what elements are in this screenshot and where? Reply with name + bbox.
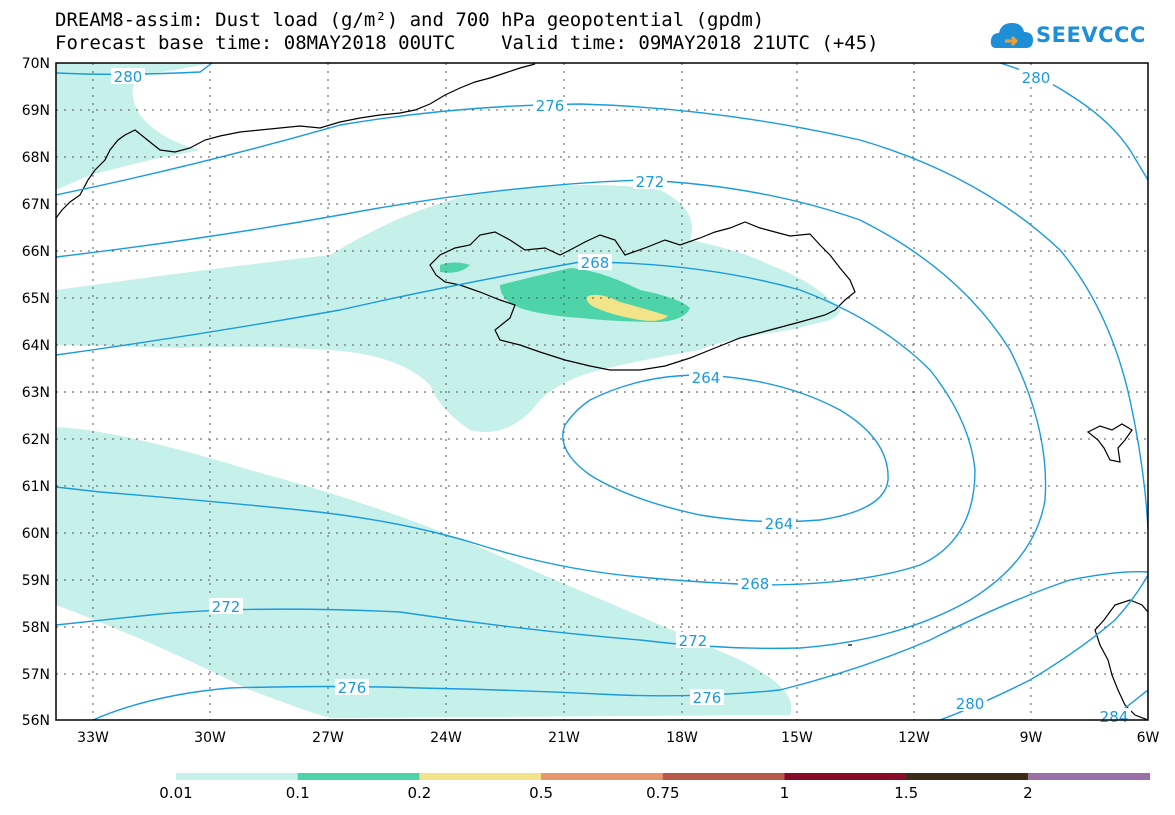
contour-labels: 280 276 272 268 264 264 268 272 272 276 276 280 280 2…: [111, 68, 1131, 726]
contour-label: 272: [636, 173, 665, 191]
contour-label-bg: [738, 575, 772, 591]
legend-swatch: [419, 773, 542, 780]
contour-label-bg: [578, 254, 612, 270]
legend-swatch: [1027, 773, 1151, 780]
contour-label: 276: [536, 97, 565, 115]
lat-label: 59N: [22, 573, 50, 589]
contour-label-bg: [335, 679, 369, 695]
coastline-faroe: [1086, 423, 1133, 463]
contour-label: 276: [693, 689, 722, 707]
legend-label: 0.1: [286, 784, 310, 802]
lon-label: 30W: [194, 730, 226, 746]
contour-label: 284: [1100, 708, 1129, 726]
lat-label: 67N: [22, 197, 50, 213]
legend-swatch: [176, 773, 299, 780]
coastline-scotland: [1094, 599, 1148, 720]
dust-area-0.1: [440, 262, 470, 273]
contour-label: 272: [679, 632, 708, 650]
geopotential-contours: [56, 63, 1148, 720]
contour-276-south: [92, 571, 1148, 720]
coastline-greenland: [56, 63, 536, 219]
dust-area: [56, 185, 840, 432]
lat-label: 64N: [22, 338, 50, 354]
lat-label: 63N: [22, 385, 50, 401]
lon-label: 9W: [1020, 730, 1043, 746]
legend-label: 0.75: [646, 784, 679, 802]
lat-label: 62N: [22, 432, 50, 448]
dust-area: [56, 427, 792, 720]
lat-label: 60N: [22, 526, 50, 542]
contour-label-bg: [533, 97, 567, 113]
contour-label-bg: [953, 695, 987, 711]
contour-label-bg: [633, 173, 667, 189]
cloud-icon: [990, 23, 1033, 48]
graticule: [56, 63, 1148, 720]
contour-label: 264: [765, 515, 794, 533]
lon-label: 21W: [548, 730, 580, 746]
longitude-labels: 33W 30W 27W 24W 21W 18W 15W 12W 9W 6W: [77, 730, 1159, 746]
legend-swatch: [541, 773, 664, 780]
lat-label: 68N: [22, 150, 50, 166]
contour-label-bg: [1019, 69, 1053, 85]
contour-label-bg: [762, 515, 796, 531]
contour-label: 280: [114, 68, 143, 86]
logo-text: SEEVCCC: [1036, 23, 1146, 47]
legend-labels: 0.01 0.1 0.2 0.5 0.75 1 1.5 2: [159, 784, 1032, 802]
contour-264: [562, 374, 889, 523]
coastline-iceland: [429, 221, 856, 371]
legend-swatch: [662, 773, 785, 780]
contour-268: [56, 261, 976, 586]
contour-label: 276: [338, 679, 367, 697]
contour-label: 272: [212, 598, 241, 616]
lat-label: 65N: [22, 291, 50, 307]
legend-label: 0.2: [407, 784, 431, 802]
legend-swatch: [784, 773, 907, 780]
map-subtitle: Forecast base time: 08MAY2018 00UTC Vali…: [55, 32, 879, 54]
lon-label: 6W: [1137, 730, 1160, 746]
dust-shading: [56, 63, 840, 720]
legend-label: 2: [1023, 784, 1033, 802]
lat-label: 58N: [22, 620, 50, 636]
lat-label: 70N: [22, 56, 50, 72]
lon-label: 24W: [430, 730, 462, 746]
color-legend: [176, 773, 1151, 780]
contour-label: 280: [1022, 69, 1051, 87]
legend-label: 1.5: [894, 784, 918, 802]
legend-swatch: [906, 773, 1029, 780]
lon-label: 33W: [77, 730, 109, 746]
lon-label: 27W: [312, 730, 344, 746]
lat-label: 69N: [22, 103, 50, 119]
contour-label-bg: [676, 632, 710, 648]
lat-label: 61N: [22, 479, 50, 495]
contour-label: 264: [692, 369, 721, 387]
lat-label: 57N: [22, 667, 50, 683]
contour-label-bg: [111, 68, 145, 84]
contour-label: 268: [741, 575, 770, 593]
lat-label: 66N: [22, 244, 50, 260]
seevccc-logo: SEEVCCC: [988, 14, 1148, 60]
contour-276: [56, 103, 1148, 531]
dust-area-0.2: [586, 294, 668, 321]
lat-label: 56N: [22, 713, 50, 729]
contour-label-bg: [690, 689, 724, 705]
lon-label: 18W: [666, 730, 698, 746]
map-title: DREAM8-assim: Dust load (g/m²) and 700 h…: [55, 9, 765, 31]
legend-swatch: [297, 773, 420, 780]
map-frame: [55, 62, 1149, 721]
legend-label: 0.01: [159, 784, 192, 802]
contour-label: 268: [581, 254, 610, 272]
latitude-labels: 70N 69N 68N 67N 66N 65N 64N 63N 62N 61N 60N 59N 58N 5…: [22, 56, 50, 729]
legend-label: 0.5: [529, 784, 553, 802]
dust-area: [56, 63, 210, 190]
lon-label: 15W: [781, 730, 813, 746]
contour-label-bg: [689, 369, 723, 385]
dust-area: [56, 605, 340, 720]
contour-272: [56, 179, 1047, 650]
contour-label: 280: [956, 695, 985, 713]
contour-label-bg: [209, 598, 243, 614]
legend-label: 1: [780, 784, 790, 802]
lon-label: 12W: [898, 730, 930, 746]
